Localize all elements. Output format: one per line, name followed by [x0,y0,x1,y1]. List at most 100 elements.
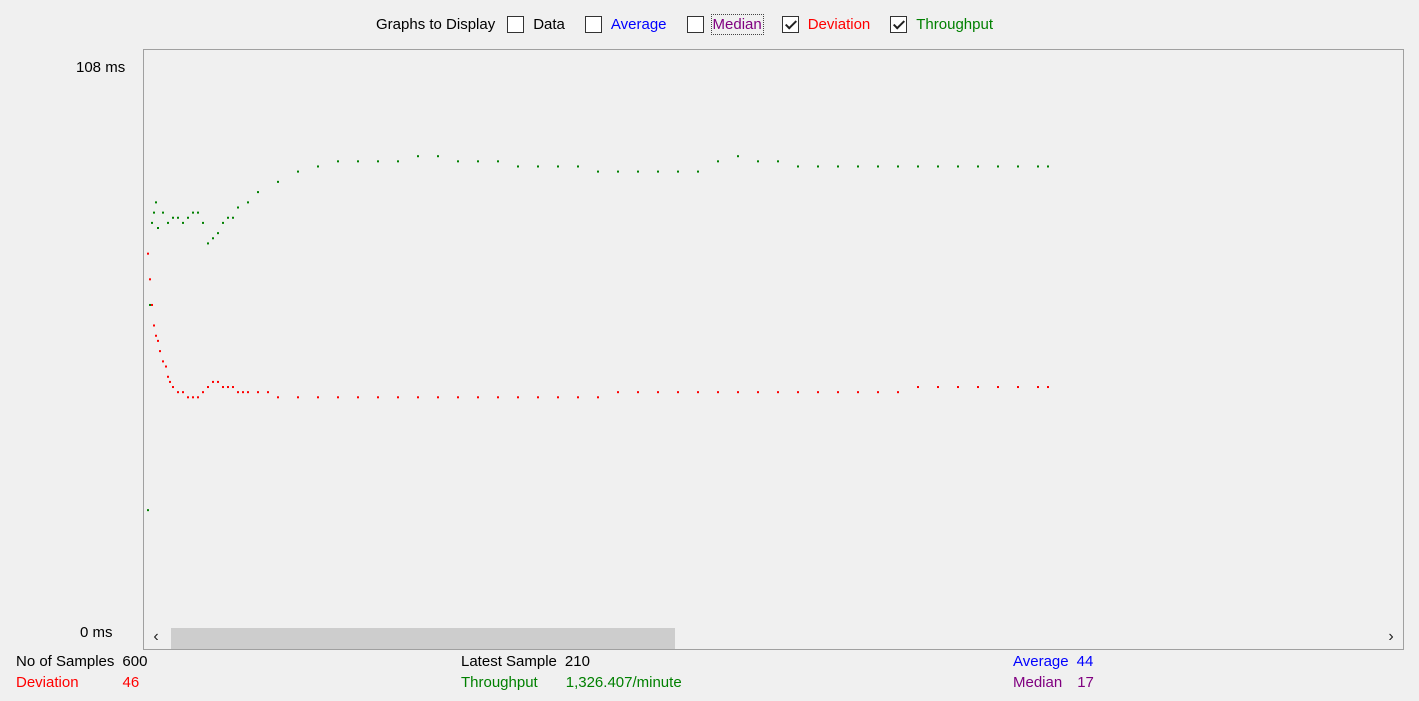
deviation-point [197,396,199,399]
deviation-point [151,303,153,306]
deviation-point [457,396,459,399]
scroll-right-arrow-icon[interactable]: › [1388,628,1394,645]
deviation-point [837,391,839,394]
throughput-point [857,165,859,168]
throughput-point [153,211,155,214]
deviation-point [437,396,439,399]
deviation-point [227,386,229,389]
deviation-point [162,360,164,363]
deviation-point [797,391,799,394]
throughput-point [192,211,194,214]
deviation-point [172,386,174,389]
deviation-point [417,396,419,399]
throughput-point [222,221,224,224]
samples-label: No of Samples [16,653,115,670]
deviation-point [757,391,759,394]
throughput-point [997,165,999,168]
average-checkbox-box[interactable] [584,15,602,33]
average-checkbox[interactable]: Average [584,15,667,33]
throughput-point [517,165,519,168]
median-checkbox-box[interactable] [686,15,704,33]
throughput-point [697,170,699,173]
deviation-point [297,396,299,399]
deviation-checkbox-box[interactable] [781,15,799,33]
throughput-point [497,160,499,163]
throughput-point [257,191,259,194]
throughput-point [917,165,919,168]
deviation-point [617,391,619,394]
throughput-label: Throughput [461,674,538,691]
graphs-to-display-label: Graphs to Display [376,15,496,33]
throughput-checkbox-box[interactable] [890,15,908,33]
graph-panel: ‹ › [143,49,1404,650]
deviation-point [317,396,319,399]
throughput-point [677,170,679,173]
deviation-point [937,386,939,389]
throughput-point [437,155,439,158]
throughput-checkbox[interactable]: Throughput [890,15,993,33]
throughput-point [172,216,174,219]
throughput-point [957,165,959,168]
deviation-point [149,278,151,281]
data-checkbox[interactable]: Data [507,15,565,33]
deviation-point [597,396,599,399]
deviation-point [877,391,879,394]
samples-stat: No of Samples 600 [16,653,147,670]
deviation-point [777,391,779,394]
throughput-point [377,160,379,163]
deviation-point [232,386,234,389]
throughput-point [227,216,229,219]
throughput-point [757,160,759,163]
throughput-point [177,216,179,219]
throughput-point [212,237,214,240]
deviation-point [557,396,559,399]
graph-canvas [147,155,1049,512]
throughput-point [457,160,459,163]
deviation-point [182,391,184,394]
scroll-left-arrow-icon[interactable]: ‹ [153,628,159,645]
deviation-checkbox[interactable]: Deviation [781,15,870,33]
average-label: Average [1013,653,1069,670]
deviation-point [147,252,149,255]
y-axis-max-label: 108 ms [76,59,126,76]
throughput-point [397,160,399,163]
throughput-point [277,180,279,183]
deviation-point [657,391,659,394]
scroll-thumb[interactable] [171,628,675,649]
deviation-point [165,365,167,368]
throughput-point [537,165,539,168]
deviation-point [277,396,279,399]
average-checkbox-label: Average [610,15,667,33]
deviation-point [247,391,249,394]
throughput-point [417,155,419,158]
deviation-label: Deviation [16,674,79,691]
horizontal-scrollbar[interactable]: ‹ › [145,626,1402,649]
data-checkbox-box[interactable] [507,15,525,33]
median-checkbox[interactable]: Median [686,13,764,35]
samples-value: 600 [122,653,148,670]
throughput-point [147,509,149,512]
deviation-point [717,391,719,394]
throughput-point [1047,165,1049,168]
deviation-point [187,396,189,399]
throughput-point [182,221,184,224]
throughput-point [1017,165,1019,168]
throughput-point [897,165,899,168]
throughput-point [597,170,599,173]
deviation-point [1017,386,1019,389]
average-stat: Average 44 [1013,653,1093,670]
throughput-point [217,232,219,235]
throughput-point [837,165,839,168]
deviation-point [817,391,819,394]
deviation-point [1047,386,1049,389]
latest-sample-stat: Latest Sample 210 [461,653,590,670]
median-value: 17 [1077,674,1094,691]
deviation-point [222,386,224,389]
data-checkbox-label: Data [533,15,565,33]
deviation-point [357,396,359,399]
deviation-point [497,396,499,399]
deviation-point [917,386,919,389]
deviation-point [397,396,399,399]
average-value: 44 [1076,653,1094,670]
throughput-point [797,165,799,168]
